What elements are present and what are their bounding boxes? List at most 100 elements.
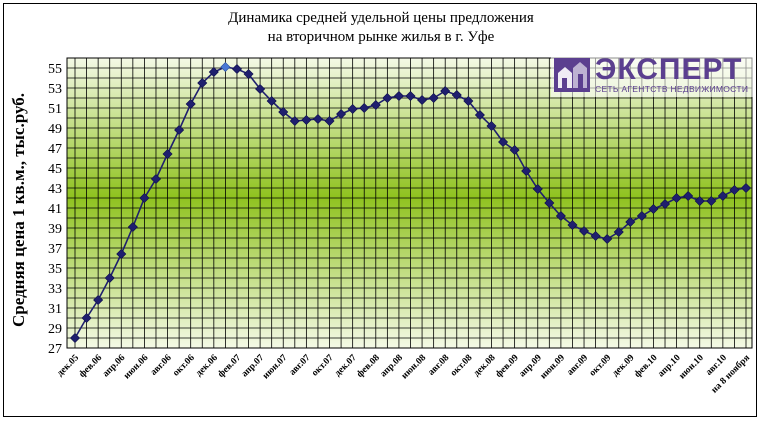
logo-subtitle: СЕТЬ АГЕНТСТВ НЕДВИЖИМОСТИ [595, 84, 749, 94]
data-point [740, 182, 752, 194]
data-point [208, 66, 219, 78]
x-tick-label: июн.09 [539, 353, 568, 382]
y-tick-label: 53 [48, 82, 62, 97]
x-tick-label: дек.08 [472, 353, 498, 379]
data-point [405, 90, 416, 102]
y-tick-label: 43 [48, 182, 62, 197]
data-point [590, 230, 601, 242]
data-point [289, 115, 300, 127]
data-point [683, 190, 694, 202]
data-point [382, 92, 393, 104]
data-point [174, 124, 185, 136]
y-tick-label: 41 [48, 202, 62, 217]
y-tick-label: 27 [48, 342, 62, 357]
y-tick-label: 33 [48, 282, 62, 297]
expert-logo: ЭКСПЕРТ СЕТЬ АГЕНТСТВ НЕДВИЖИМОСТИ [551, 53, 753, 97]
data-point [231, 63, 242, 75]
y-tick-label: 37 [48, 242, 62, 257]
y-tick-label: 51 [48, 102, 62, 117]
x-tick-label: дек.06 [194, 353, 220, 379]
data-point [417, 94, 428, 106]
y-tick-label: 39 [48, 222, 62, 237]
data-point [474, 109, 485, 121]
x-tick-label: дек.09 [611, 353, 637, 379]
data-point [509, 144, 520, 156]
horizontal-gridlines [67, 57, 752, 349]
data-point [197, 77, 208, 89]
data-point [729, 184, 740, 196]
data-point [359, 102, 370, 114]
data-point [104, 272, 115, 284]
y-tick-label: 31 [48, 302, 62, 317]
x-tick-label: дек.07 [333, 353, 359, 379]
data-point [636, 210, 647, 222]
y-tick-label: 35 [48, 262, 62, 277]
x-tick-label: фев.09 [493, 352, 521, 380]
data-point [532, 183, 543, 195]
data-point [694, 195, 705, 207]
x-tick-label: окт.07 [310, 353, 336, 379]
data-point [521, 165, 532, 177]
data-point [312, 113, 323, 125]
chart-subtitle: на вторичном рынке жилья в г. Уфе [267, 29, 495, 45]
y-axis-label-box: Средняя цена 1 кв.м., тыс.руб. [4, 72, 34, 347]
x-tick-label: фев.08 [354, 352, 382, 380]
data-point [347, 103, 358, 115]
data-point [544, 197, 555, 209]
x-tick-label: фев.10 [632, 352, 660, 380]
data-point [440, 85, 451, 97]
data-point [266, 95, 277, 107]
data-point [498, 136, 509, 148]
x-tick-label: фев.06 [77, 352, 105, 380]
y-tick-label: 29 [48, 322, 62, 337]
x-tick-label: авг.08 [427, 353, 452, 378]
data-point [393, 90, 404, 102]
y-tick-label: 45 [48, 162, 62, 177]
data-point [579, 225, 590, 237]
data-point [370, 99, 381, 111]
data-point [671, 192, 682, 204]
x-tick-label: июн.07 [261, 353, 290, 382]
data-point [139, 192, 150, 204]
data-point [486, 120, 497, 132]
x-tick-label: окт.09 [588, 353, 614, 379]
data-point [567, 219, 578, 231]
data-point [717, 190, 728, 202]
plot-area [66, 57, 753, 349]
data-point [625, 216, 636, 228]
x-tick-label: фев.07 [216, 352, 244, 380]
x-tick-label: июн.06 [122, 353, 151, 382]
data-point [93, 294, 104, 306]
data-point [220, 61, 231, 73]
data-point [185, 98, 196, 110]
y-axis-label: Средняя цена 1 кв.м., тыс.руб. [9, 92, 28, 327]
data-point [336, 108, 347, 120]
x-tick-label: авг.07 [288, 353, 313, 378]
data-point [301, 114, 312, 126]
data-point [463, 95, 474, 107]
y-tick-label: 49 [48, 122, 62, 137]
data-point [451, 89, 462, 101]
x-tick-label: авг.06 [149, 353, 174, 378]
data-point [555, 210, 566, 222]
logo-word: ЭКСПЕРТ [595, 53, 743, 86]
logo-building-icon [554, 58, 590, 92]
data-point [81, 312, 92, 324]
x-axis-ticks: дек.05фев.06апр.06июн.06авг.06окт.06дек.… [55, 352, 752, 395]
data-point [150, 173, 162, 185]
y-tick-label: 55 [48, 62, 62, 77]
y-tick-label: 47 [48, 142, 62, 157]
data-point [324, 115, 335, 127]
x-tick-label: авг.09 [565, 353, 590, 378]
data-point [428, 92, 439, 104]
chart-title: Динамика средней удельной цены предложен… [228, 10, 534, 26]
data-point [162, 148, 173, 160]
data-point [602, 233, 613, 245]
data-point [127, 221, 138, 233]
x-tick-label: окт.06 [171, 353, 197, 379]
data-point [243, 68, 254, 80]
data-points [69, 61, 752, 344]
data-point [116, 248, 127, 260]
data-point [648, 203, 659, 215]
